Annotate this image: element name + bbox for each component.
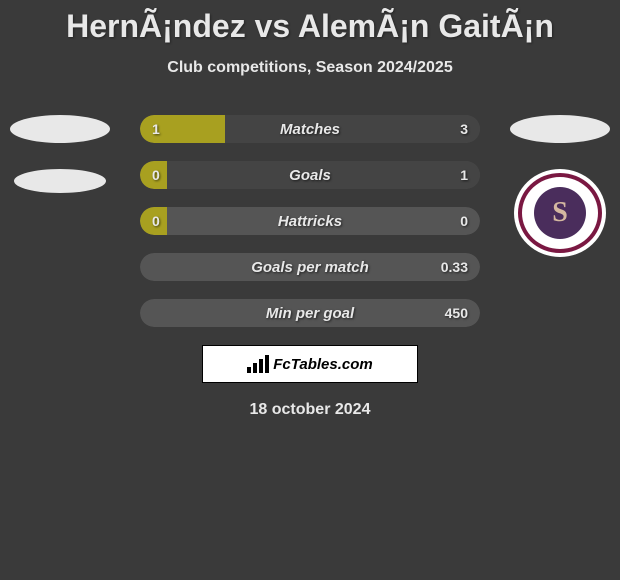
left-player-badges (10, 115, 110, 219)
stat-label: Min per goal (140, 299, 480, 327)
crest-letter: S (534, 187, 586, 239)
stat-bar: Min per goal450 (140, 299, 480, 327)
footer-logo-inner: FcTables.com (247, 355, 372, 373)
footer-logo: FcTables.com (202, 345, 418, 383)
stat-value-left: 0 (152, 161, 160, 189)
footer-brand-text: FcTables.com (273, 356, 372, 373)
stat-label: Hattricks (140, 207, 480, 235)
stats-bars: Matches13Goals01Hattricks00Goals per mat… (140, 115, 480, 327)
stat-bar: Goals0 1 (140, 161, 480, 189)
stat-value-right: 0 (460, 207, 468, 235)
stat-value-right: 0.33 (441, 253, 468, 281)
placeholder-badge-icon (510, 115, 610, 143)
stat-value-right: 1 (460, 161, 468, 189)
stat-value-left: 1 (152, 115, 160, 143)
stats-area: S Matches13Goals01Hattricks00Goals per m… (0, 115, 620, 327)
stat-value-right: 450 (445, 299, 468, 327)
club-crest-icon: S (514, 169, 606, 257)
stat-label: Goals (140, 161, 480, 189)
stat-bar: Hattricks0 0 (140, 207, 480, 235)
chart-icon (247, 355, 269, 373)
crest-ring-icon: S (518, 173, 602, 253)
stat-value-right: 3 (460, 115, 468, 143)
stat-label: Matches (140, 115, 480, 143)
stat-bar: Matches1 3 (140, 115, 480, 143)
stat-bar: Goals per match0.33 (140, 253, 480, 281)
stat-value-left: 0 (152, 207, 160, 235)
placeholder-badge-icon (10, 115, 110, 143)
page-title: HernÃ¡ndez vs AlemÃ¡n GaitÃ¡n (0, 0, 620, 45)
placeholder-badge-icon (14, 169, 106, 193)
page-subtitle: Club competitions, Season 2024/2025 (0, 59, 620, 77)
stat-label: Goals per match (140, 253, 480, 281)
footer-date: 18 october 2024 (0, 401, 620, 419)
right-player-badges: S (510, 115, 610, 257)
